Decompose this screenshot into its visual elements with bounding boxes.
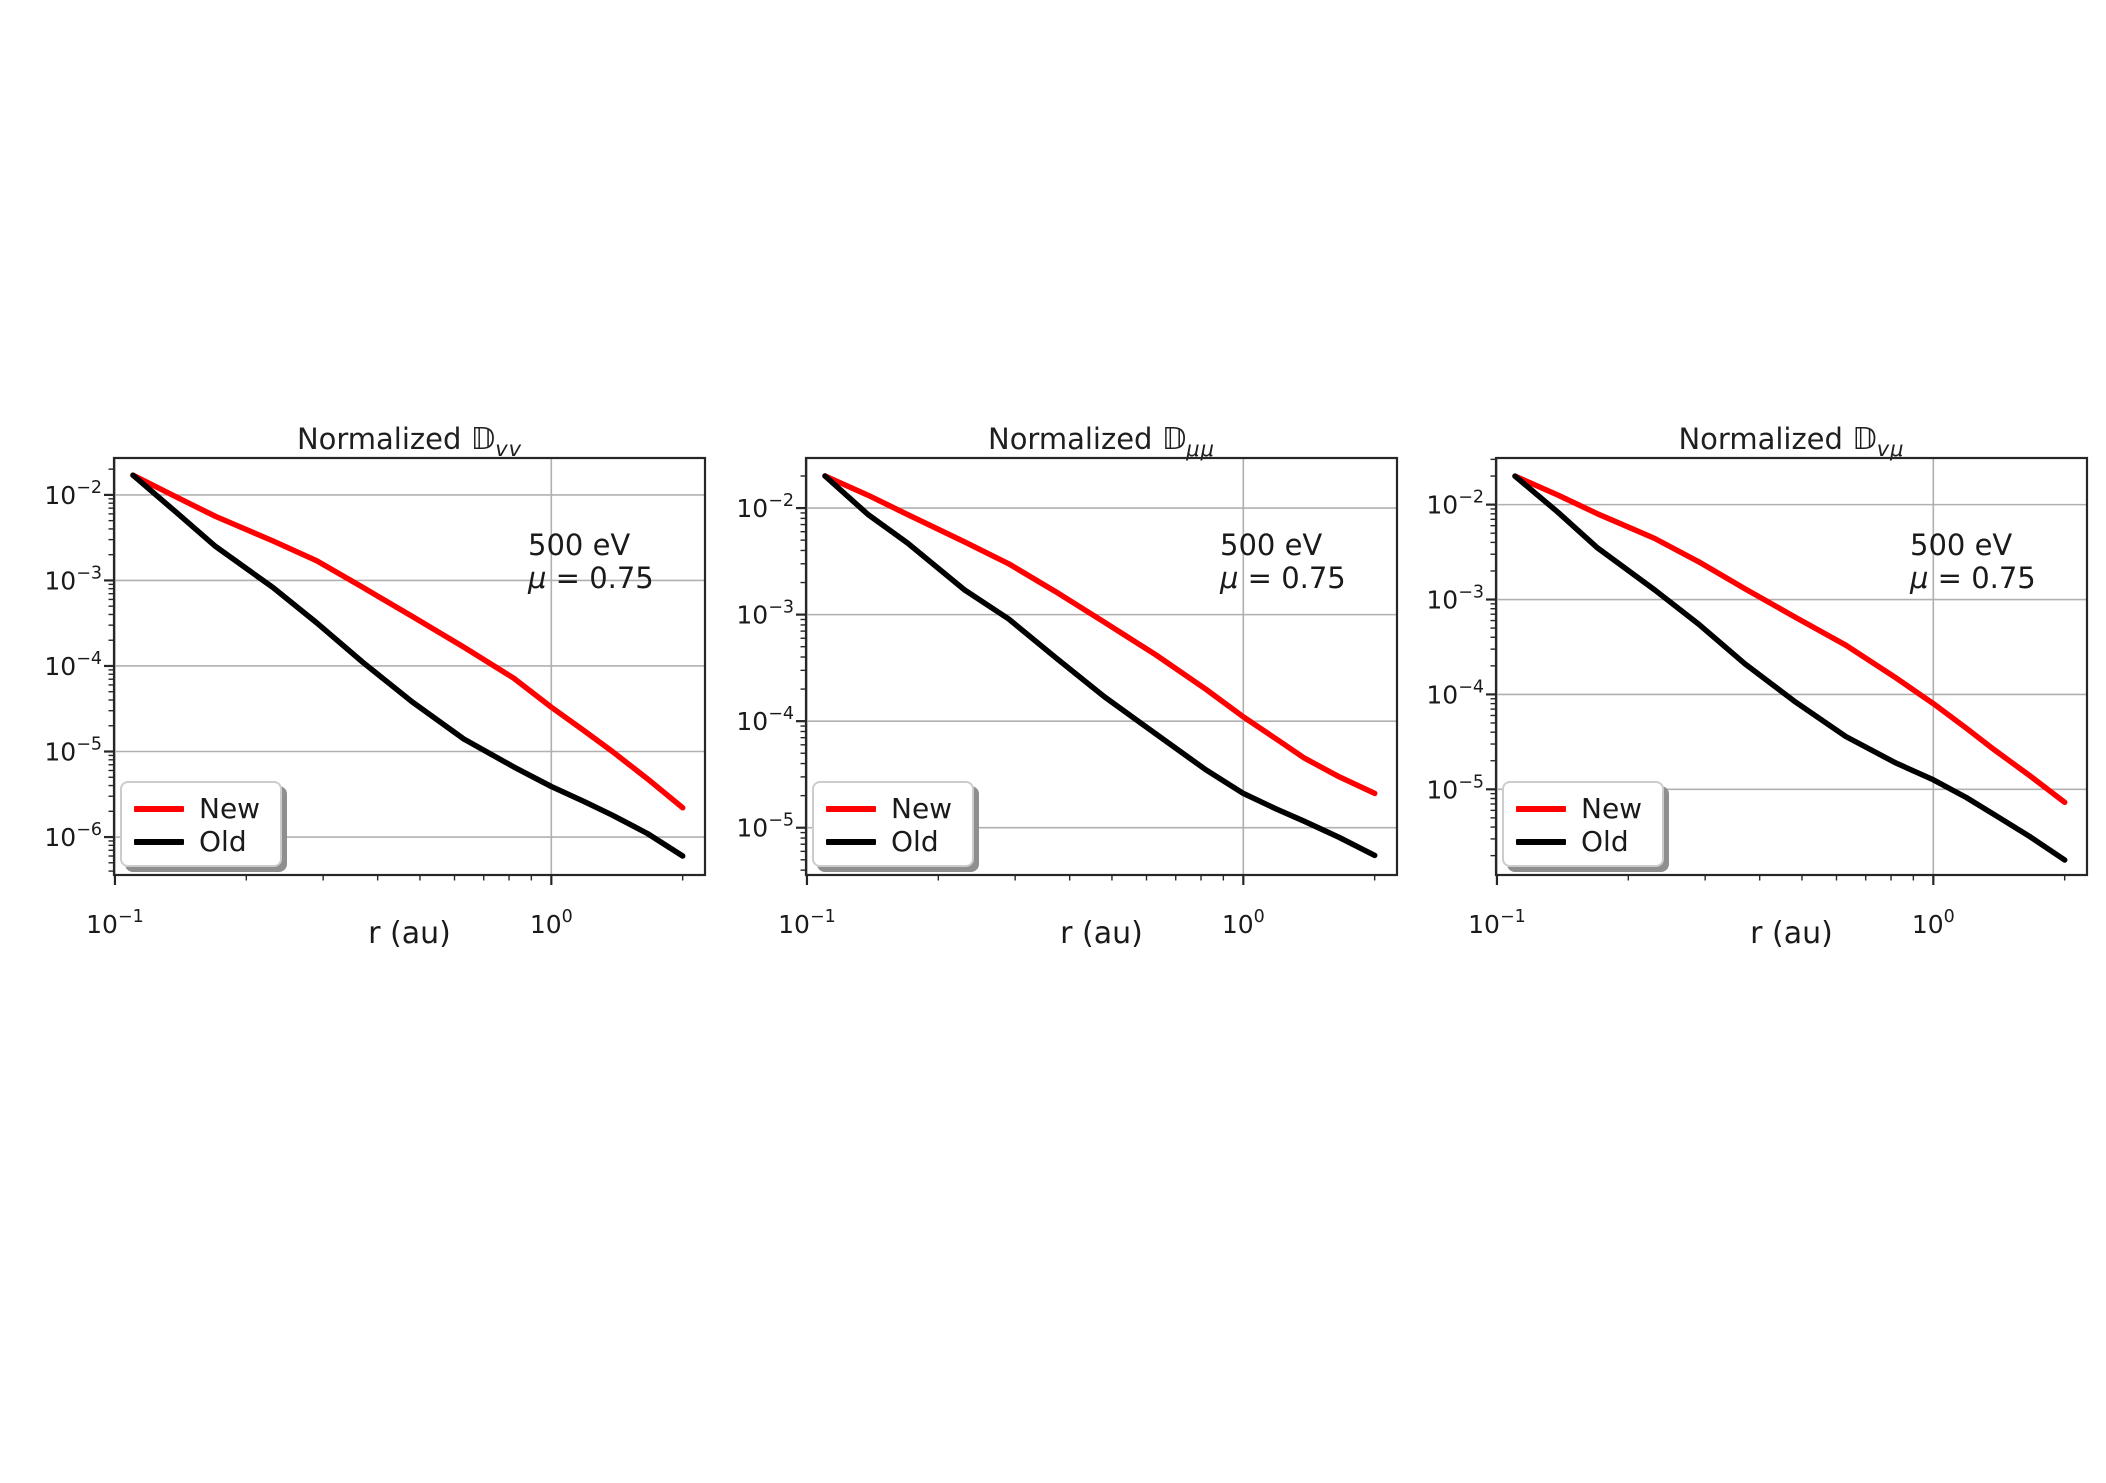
x-tick-label: 10−1	[1468, 907, 1526, 939]
series-lines	[822, 473, 1378, 859]
legend-label-new: New	[199, 792, 261, 825]
legend-label-old: Old	[891, 825, 939, 858]
mu-value: = 0.75	[546, 561, 654, 595]
plot-area: 10−2 10−3 10−4 10−5 10−1 100	[1426, 456, 2089, 939]
x-axis-label: r (au)	[368, 916, 451, 951]
y-tick-label: 10−5	[44, 735, 102, 767]
legend-item-old: Old	[826, 825, 962, 858]
legend-line-new	[826, 805, 876, 812]
title-prefix: Normalized	[1678, 422, 1853, 456]
tick-labels: 10−2 10−3 10−4 10−5 10−6 10−1 100	[44, 478, 572, 939]
annotation-mu: μ = 0.75	[1220, 562, 1346, 595]
legend-line-old	[1516, 838, 1566, 845]
x-tick-label: 10−1	[778, 907, 836, 939]
y-tick-label: 10−2	[44, 478, 102, 510]
mu-value: = 0.75	[1928, 561, 2036, 595]
y-tick-label: 10−3	[736, 598, 794, 630]
minor-ticks	[1490, 458, 2066, 881]
series-line-new	[130, 472, 686, 811]
annotation-mu: μ = 0.75	[1910, 562, 2036, 595]
major-ticks	[104, 493, 553, 885]
tick-labels: 10−2 10−3 10−4 10−5 10−1 100	[1426, 488, 1954, 939]
mu-symbol: μ	[1910, 561, 1929, 595]
annotation: 500 eV μ = 0.75	[528, 529, 654, 595]
annotation: 500 eV μ = 0.75	[1220, 529, 1346, 595]
major-ticks	[796, 506, 1245, 885]
legend-label-old: Old	[1581, 825, 1629, 858]
series-line-old	[130, 472, 686, 859]
legend-line-old	[134, 838, 184, 845]
series-line-new	[822, 473, 1378, 797]
plot-title: Normalized 𝔻μμ	[806, 422, 1397, 466]
x-tick-label: 10−1	[86, 907, 144, 939]
legend-item-new: New	[826, 792, 962, 825]
subplot-dvv: Normalized 𝔻vv 10−2 10−3 10−4 10−5 10−6 10−1 1…	[4, 420, 745, 985]
title-subscript: vμ	[1876, 436, 1905, 461]
title-subscript: μμ	[1186, 436, 1215, 461]
annotation-energy: 500 eV	[1910, 528, 2013, 562]
series-line-old	[1512, 473, 2068, 863]
subplot-dvmu: Normalized 𝔻vμ 10−2 10−3 10−4 10−5 10−1 100 5…	[1386, 420, 2106, 985]
annotation-energy: 500 eV	[528, 528, 631, 562]
legend-line-new	[134, 805, 184, 812]
y-tick-label: 10−4	[44, 649, 102, 681]
double-struck-d-symbol: 𝔻	[470, 422, 496, 457]
double-struck-d-symbol: 𝔻	[1852, 422, 1877, 457]
plot-area: 10−2 10−3 10−4 10−5 10−1 100	[736, 456, 1399, 939]
y-tick-label: 10−6	[44, 820, 102, 852]
series-line-new	[1512, 473, 2068, 806]
title-subscript: vv	[495, 436, 523, 461]
legend-label-new: New	[1581, 792, 1643, 825]
y-tick-label: 10−5	[1426, 772, 1484, 804]
annotation-energy: 500 eV	[1220, 528, 1323, 562]
y-tick-label: 10−2	[736, 491, 794, 523]
plot-area: 10−2 10−3 10−4 10−5 10−6 10−1 100	[44, 456, 707, 939]
title-prefix: Normalized	[988, 422, 1162, 456]
major-ticks	[1486, 503, 1935, 885]
axes-frame	[804, 456, 1399, 877]
y-tick-label: 10−4	[1426, 677, 1484, 709]
legend-label-new: New	[891, 792, 953, 825]
legend-label-old: Old	[199, 825, 247, 858]
legend: New Old	[120, 781, 282, 867]
tick-labels: 10−2 10−3 10−4 10−5 10−1 100	[736, 491, 1264, 939]
y-tick-label: 10−4	[736, 704, 794, 736]
subplot-dmumu: Normalized 𝔻μμ 10−2 10−3 10−4 10−5 10−1 100 5…	[696, 420, 1437, 985]
x-axis-label: r (au)	[1750, 916, 1833, 951]
series-lines	[1512, 473, 2068, 863]
annotation: 500 eV μ = 0.75	[1910, 529, 2036, 595]
y-tick-label: 10−5	[736, 811, 794, 843]
legend: New Old	[812, 781, 974, 867]
legend-item-old: Old	[134, 825, 270, 858]
legend-item-old: Old	[1516, 825, 1652, 858]
x-tick-label: 100	[1222, 907, 1265, 939]
mu-symbol: μ	[1220, 561, 1239, 595]
legend-item-new: New	[134, 792, 270, 825]
y-tick-label: 10−2	[1426, 488, 1484, 520]
plot-title: Normalized 𝔻vμ	[1496, 422, 2087, 466]
series-line-old	[822, 473, 1378, 859]
mu-symbol: μ	[528, 561, 547, 595]
x-tick-label: 100	[530, 907, 573, 939]
x-axis-label: r (au)	[1060, 916, 1143, 951]
title-prefix: Normalized	[296, 422, 471, 456]
legend: New Old	[1502, 781, 1664, 867]
annotation-mu: μ = 0.75	[528, 562, 654, 595]
legend-line-old	[826, 838, 876, 845]
mu-value: = 0.75	[1238, 561, 1346, 595]
minor-ticks	[108, 468, 684, 881]
legend-line-new	[1516, 805, 1566, 812]
y-tick-label: 10−3	[44, 563, 102, 595]
x-tick-label: 100	[1912, 907, 1955, 939]
series-lines	[130, 472, 686, 859]
y-tick-label: 10−3	[1426, 583, 1484, 615]
legend-item-new: New	[1516, 792, 1652, 825]
minor-ticks	[800, 475, 1376, 881]
plot-title: Normalized 𝔻vv	[114, 422, 705, 466]
double-struck-d-symbol: 𝔻	[1161, 422, 1187, 457]
